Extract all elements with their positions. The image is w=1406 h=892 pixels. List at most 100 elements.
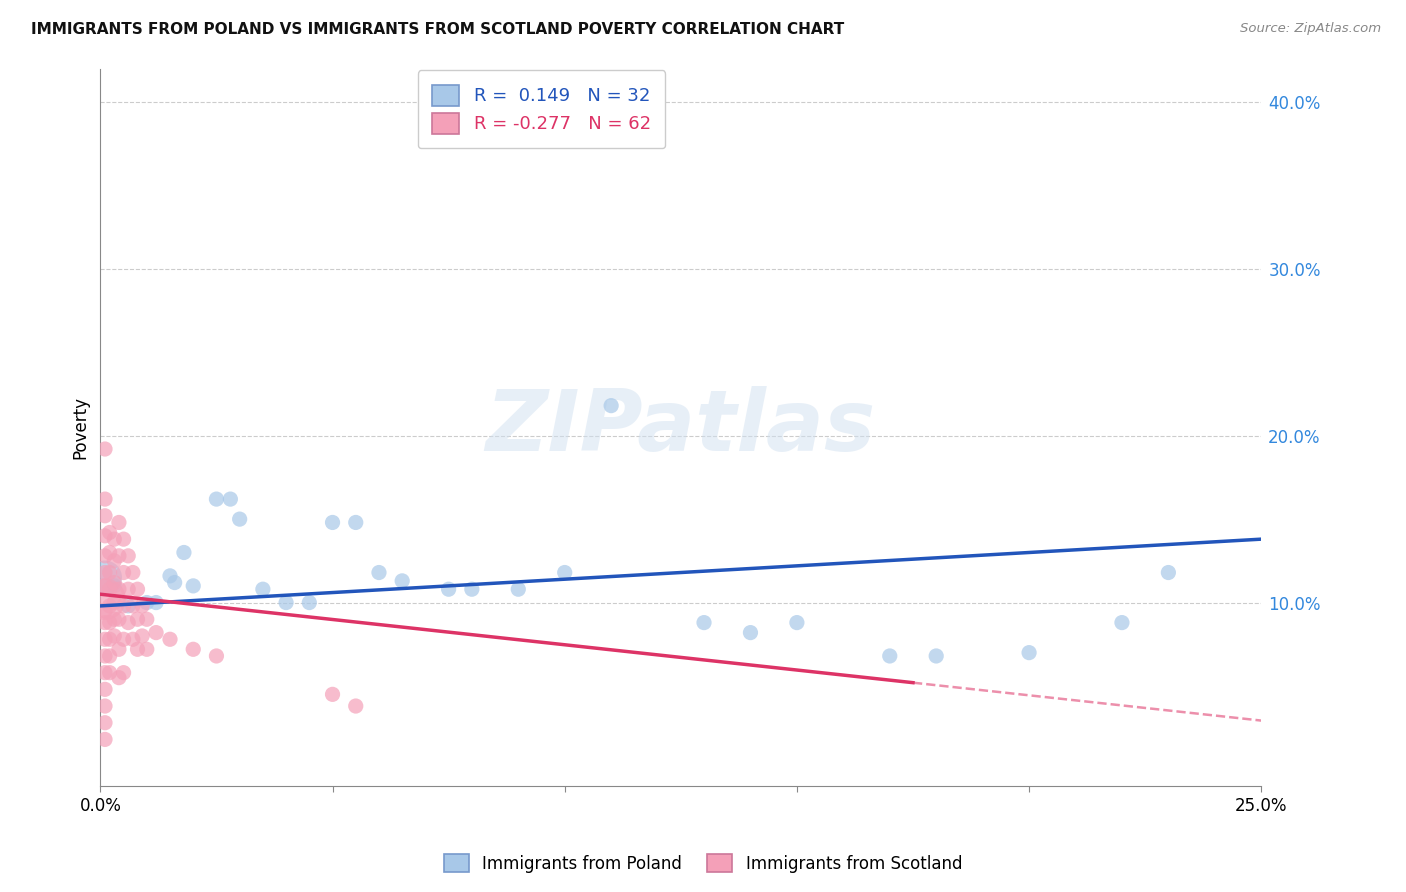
Point bbox=[108, 582, 131, 597]
Text: ZIPatlas: ZIPatlas bbox=[485, 386, 876, 469]
Point bbox=[181, 642, 204, 657]
Point bbox=[145, 596, 167, 610]
Point bbox=[181, 579, 204, 593]
Point bbox=[94, 732, 117, 747]
Point bbox=[103, 579, 125, 593]
Point bbox=[112, 665, 135, 680]
Point bbox=[554, 566, 576, 580]
Point bbox=[94, 529, 117, 543]
Point bbox=[879, 648, 901, 663]
Point bbox=[94, 604, 117, 618]
Point bbox=[98, 566, 121, 580]
Point bbox=[112, 632, 135, 647]
Point bbox=[94, 508, 117, 523]
Point bbox=[94, 615, 117, 630]
Point bbox=[98, 665, 121, 680]
Point bbox=[98, 582, 121, 597]
Point bbox=[94, 442, 117, 456]
Point bbox=[127, 642, 149, 657]
Point bbox=[925, 648, 948, 663]
Point bbox=[1018, 646, 1040, 660]
Point bbox=[94, 566, 117, 580]
Point bbox=[117, 599, 139, 613]
Legend: R =  0.149   N = 32, R = -0.277   N = 62: R = 0.149 N = 32, R = -0.277 N = 62 bbox=[418, 70, 665, 148]
Point bbox=[94, 632, 117, 647]
Point bbox=[94, 648, 117, 663]
Point bbox=[344, 699, 367, 714]
Point bbox=[274, 596, 297, 610]
Point bbox=[131, 599, 153, 613]
Point bbox=[121, 599, 143, 613]
Text: Source: ZipAtlas.com: Source: ZipAtlas.com bbox=[1240, 22, 1381, 36]
Point bbox=[205, 492, 228, 507]
Point bbox=[127, 612, 149, 626]
Point bbox=[600, 399, 623, 413]
Point bbox=[94, 665, 117, 680]
Point bbox=[135, 642, 157, 657]
Point bbox=[94, 579, 117, 593]
Point bbox=[103, 596, 125, 610]
Point bbox=[98, 525, 121, 540]
Point bbox=[437, 582, 460, 597]
Point bbox=[94, 549, 117, 563]
Point bbox=[163, 575, 186, 590]
Point bbox=[98, 632, 121, 647]
Point bbox=[112, 566, 135, 580]
Point bbox=[112, 599, 135, 613]
Point bbox=[103, 554, 125, 568]
Point bbox=[391, 574, 413, 588]
Point bbox=[117, 615, 139, 630]
Point bbox=[461, 582, 484, 597]
Point bbox=[145, 625, 167, 640]
Point bbox=[103, 532, 125, 546]
Point bbox=[252, 582, 274, 597]
Point bbox=[98, 648, 121, 663]
Point bbox=[740, 625, 762, 640]
Point bbox=[131, 629, 153, 643]
Point bbox=[94, 492, 117, 507]
Point bbox=[98, 615, 121, 630]
Point bbox=[108, 671, 131, 685]
Point bbox=[127, 582, 149, 597]
Point bbox=[173, 545, 195, 559]
Point bbox=[159, 632, 181, 647]
Point bbox=[94, 682, 117, 697]
Point bbox=[693, 615, 716, 630]
Point bbox=[508, 582, 530, 597]
Point bbox=[94, 715, 117, 730]
Point bbox=[322, 687, 344, 701]
Point bbox=[322, 516, 344, 530]
Point bbox=[112, 532, 135, 546]
Point bbox=[121, 566, 143, 580]
Point bbox=[108, 549, 131, 563]
Point bbox=[103, 612, 125, 626]
Point bbox=[368, 566, 391, 580]
Point bbox=[135, 612, 157, 626]
Point bbox=[1111, 615, 1133, 630]
Point bbox=[98, 545, 121, 559]
Point bbox=[94, 570, 117, 584]
Point bbox=[135, 596, 157, 610]
Point bbox=[159, 569, 181, 583]
Legend: Immigrants from Poland, Immigrants from Scotland: Immigrants from Poland, Immigrants from … bbox=[437, 847, 969, 880]
Point bbox=[121, 632, 143, 647]
Point bbox=[103, 575, 125, 590]
Y-axis label: Poverty: Poverty bbox=[72, 396, 89, 458]
Point bbox=[98, 599, 121, 613]
Text: IMMIGRANTS FROM POLAND VS IMMIGRANTS FROM SCOTLAND POVERTY CORRELATION CHART: IMMIGRANTS FROM POLAND VS IMMIGRANTS FRO… bbox=[31, 22, 844, 37]
Point bbox=[219, 492, 242, 507]
Point bbox=[94, 699, 117, 714]
Point bbox=[108, 642, 131, 657]
Point bbox=[1157, 566, 1180, 580]
Point bbox=[94, 592, 117, 607]
Point bbox=[298, 596, 321, 610]
Point bbox=[205, 648, 228, 663]
Point bbox=[108, 612, 131, 626]
Point bbox=[344, 516, 367, 530]
Point bbox=[786, 615, 808, 630]
Point bbox=[117, 549, 139, 563]
Point bbox=[108, 516, 131, 530]
Point bbox=[117, 582, 139, 597]
Point bbox=[228, 512, 250, 526]
Point bbox=[103, 629, 125, 643]
